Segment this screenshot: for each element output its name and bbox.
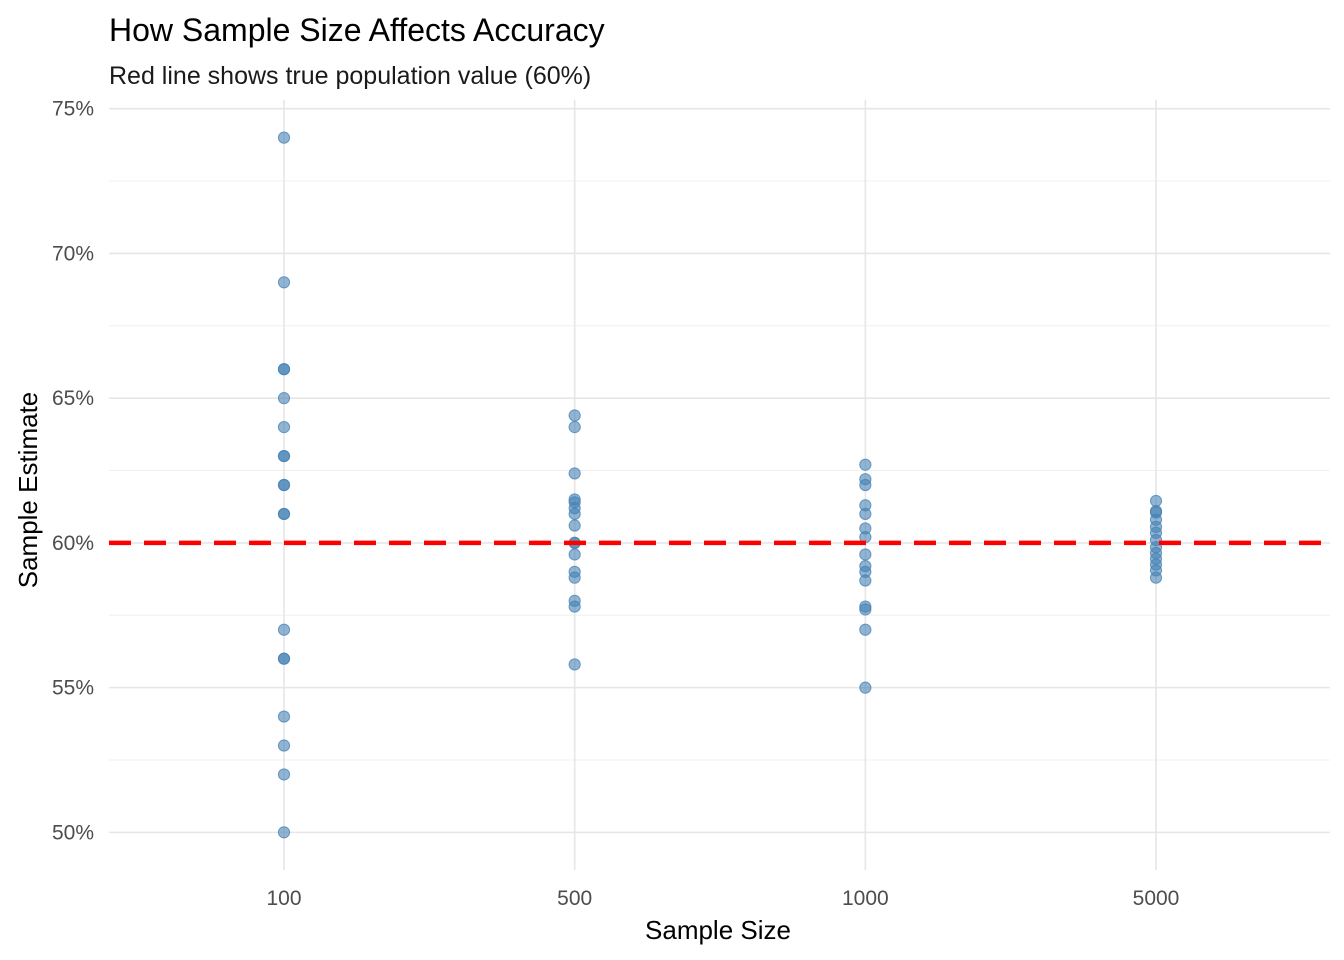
data-point xyxy=(859,603,872,616)
data-point xyxy=(1149,494,1163,508)
data-point xyxy=(568,519,581,532)
data-point xyxy=(277,507,291,521)
data-point xyxy=(568,571,581,584)
data-point xyxy=(277,478,291,492)
data-point xyxy=(277,623,291,636)
data-point xyxy=(277,131,291,144)
data-point xyxy=(568,421,581,434)
data-point xyxy=(277,652,291,665)
x-tick-label: 100 xyxy=(266,887,301,910)
x-axis-tick-labels: 100 500 1000 5000 xyxy=(266,887,1179,910)
gridlines xyxy=(109,100,1330,870)
data-point xyxy=(568,467,581,480)
y-tick-label: 70% xyxy=(52,242,94,265)
data-point xyxy=(859,574,872,587)
data-point xyxy=(859,507,872,521)
x-tick-label: 5000 xyxy=(1133,887,1180,910)
data-points xyxy=(277,131,1163,839)
data-point xyxy=(277,363,291,376)
data-point xyxy=(859,478,872,492)
x-tick-label: 500 xyxy=(557,887,592,910)
data-point xyxy=(859,681,872,694)
data-point xyxy=(277,392,291,405)
y-tick-label: 60% xyxy=(52,532,94,555)
data-point xyxy=(859,548,872,561)
y-tick-label: 65% xyxy=(52,387,94,410)
y-tick-label: 50% xyxy=(52,821,94,844)
data-point xyxy=(277,768,291,781)
data-point xyxy=(568,600,581,613)
y-axis-title: Sample Estimate xyxy=(13,392,43,589)
data-point xyxy=(568,409,581,422)
y-tick-label: 55% xyxy=(52,677,94,700)
data-point xyxy=(1149,571,1163,584)
data-point xyxy=(859,623,872,636)
data-point xyxy=(277,449,291,463)
data-point xyxy=(277,739,291,752)
data-point xyxy=(277,421,291,434)
data-point xyxy=(277,276,291,289)
chart-subtitle: Red line shows true population value (60… xyxy=(109,62,591,90)
y-axis-tick-labels: 50% 55% 60% 65% 70% 75% xyxy=(52,98,94,845)
data-point xyxy=(568,507,581,521)
data-point xyxy=(568,658,581,671)
x-tick-label: 1000 xyxy=(842,887,889,910)
data-point xyxy=(277,710,291,723)
data-point xyxy=(859,458,872,471)
data-point xyxy=(568,548,581,561)
y-tick-label: 75% xyxy=(52,98,94,121)
chart-title: How Sample Size Affects Accuracy xyxy=(109,12,605,48)
data-point xyxy=(277,826,291,839)
x-axis-title: Sample Size xyxy=(645,915,791,945)
